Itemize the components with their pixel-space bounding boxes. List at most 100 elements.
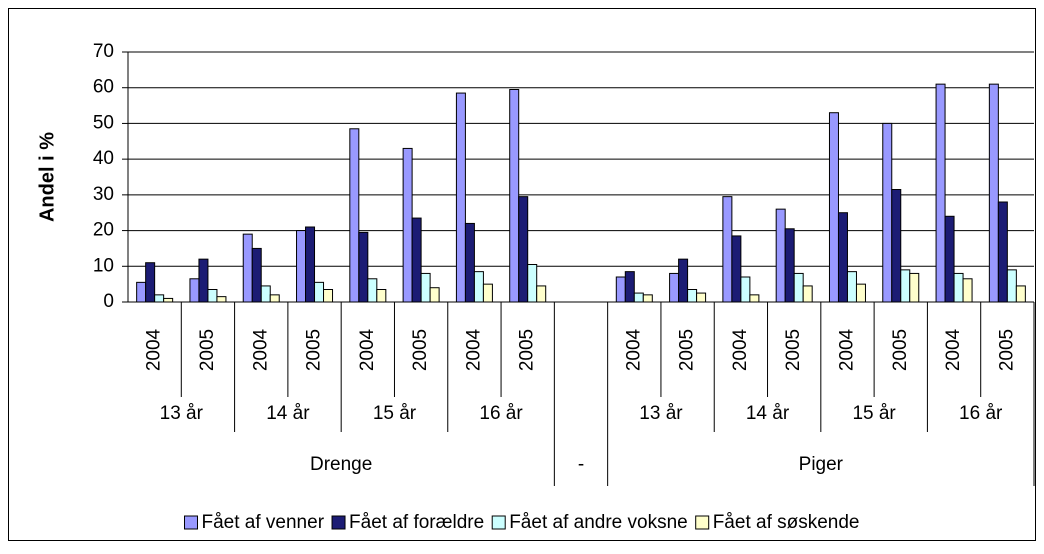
bar — [953, 272, 964, 303]
x-tick-label: 2004 — [623, 328, 644, 371]
bar — [749, 294, 760, 303]
y-tick-label: 0 — [103, 291, 114, 312]
bar — [944, 215, 955, 303]
bar — [314, 281, 325, 303]
legend-label: Fået af søskende — [713, 512, 860, 533]
x-tick-label: 2005 — [677, 329, 698, 371]
bar — [678, 258, 689, 303]
group-label: Drenge — [310, 454, 372, 475]
bar — [482, 283, 493, 303]
x-tick-label: 2004 — [144, 328, 165, 371]
y-tick-label: 20 — [93, 220, 114, 241]
bar — [909, 272, 920, 303]
x-tick-label: 2005 — [410, 329, 431, 371]
group-label: 16 år — [959, 403, 1003, 424]
bar — [429, 287, 440, 303]
bar — [455, 92, 466, 303]
bar — [784, 228, 795, 303]
y-tick-label: 10 — [93, 255, 114, 276]
bar — [997, 201, 1008, 303]
y-tick-label: 40 — [93, 148, 114, 169]
legend-label: Fået af andre voksne — [509, 512, 688, 533]
legend-swatch — [184, 515, 198, 530]
bar — [207, 289, 218, 303]
bar — [615, 276, 626, 303]
bar — [527, 264, 538, 303]
bar — [305, 226, 316, 303]
bar — [464, 222, 475, 303]
bar — [669, 272, 680, 303]
bar — [251, 247, 262, 303]
x-tick-label: 2005 — [996, 329, 1017, 371]
bar — [633, 292, 644, 303]
x-tick-label: 2005 — [304, 329, 325, 371]
bar — [402, 147, 413, 303]
y-tick-label: 70 — [93, 41, 114, 62]
bar — [518, 196, 529, 303]
bar — [935, 83, 946, 303]
legend-label: Fået af forældre — [349, 512, 484, 533]
bar — [136, 281, 147, 303]
x-tick-label: 2004 — [943, 328, 964, 371]
bar — [323, 289, 334, 303]
legend-swatch — [331, 515, 346, 530]
bar — [296, 230, 307, 303]
bar — [242, 233, 253, 303]
y-tick-label: 30 — [93, 184, 114, 205]
bar — [740, 276, 751, 303]
bar — [349, 128, 360, 303]
bar — [154, 294, 165, 303]
bar — [793, 272, 804, 303]
x-tick-label: 2005 — [197, 329, 218, 371]
bar — [891, 189, 902, 303]
x-tick-label: 2004 — [836, 328, 857, 371]
bar — [509, 89, 520, 303]
bar — [900, 269, 911, 303]
bar — [802, 285, 813, 303]
bar — [163, 297, 174, 303]
bar — [198, 258, 209, 303]
bar — [536, 285, 547, 303]
bar — [189, 278, 200, 303]
bar — [696, 292, 707, 303]
legend-swatch — [491, 515, 506, 530]
bar — [473, 271, 484, 303]
bar — [731, 235, 742, 303]
x-tick-label: 2005 — [783, 329, 804, 371]
bar — [642, 294, 653, 303]
bar — [722, 196, 733, 303]
bar — [260, 285, 271, 303]
bar — [216, 296, 227, 303]
group-label: 15 år — [852, 403, 896, 424]
x-tick-label: 2005 — [517, 329, 538, 371]
group-label: Piger — [799, 454, 844, 475]
bar — [882, 122, 893, 303]
group-label: 14 år — [266, 403, 310, 424]
bar — [624, 271, 635, 303]
bar — [846, 271, 857, 303]
x-tick-label: 2004 — [730, 328, 751, 371]
bar — [837, 212, 848, 303]
bar — [411, 217, 422, 303]
legend-label: Fået af venner — [202, 512, 325, 533]
x-tick-label: 2004 — [250, 328, 271, 371]
y-axis-title: Andel i % — [36, 132, 58, 222]
bar — [269, 294, 280, 303]
bar — [775, 208, 786, 303]
group-label: 13 år — [160, 403, 204, 424]
bar — [1006, 269, 1017, 303]
group-label: 13 år — [639, 403, 683, 424]
bar — [376, 289, 387, 303]
bar — [358, 231, 369, 303]
legend-swatch — [695, 515, 710, 530]
bar — [687, 289, 698, 303]
bar — [367, 278, 378, 303]
y-tick-label: 60 — [93, 77, 114, 98]
group-label: 15 år — [373, 403, 417, 424]
x-tick-label: 2004 — [357, 328, 378, 371]
x-tick-label: 2004 — [463, 328, 484, 371]
group-label: - — [578, 454, 584, 475]
group-label: 16 år — [479, 403, 523, 424]
bar — [855, 283, 866, 303]
